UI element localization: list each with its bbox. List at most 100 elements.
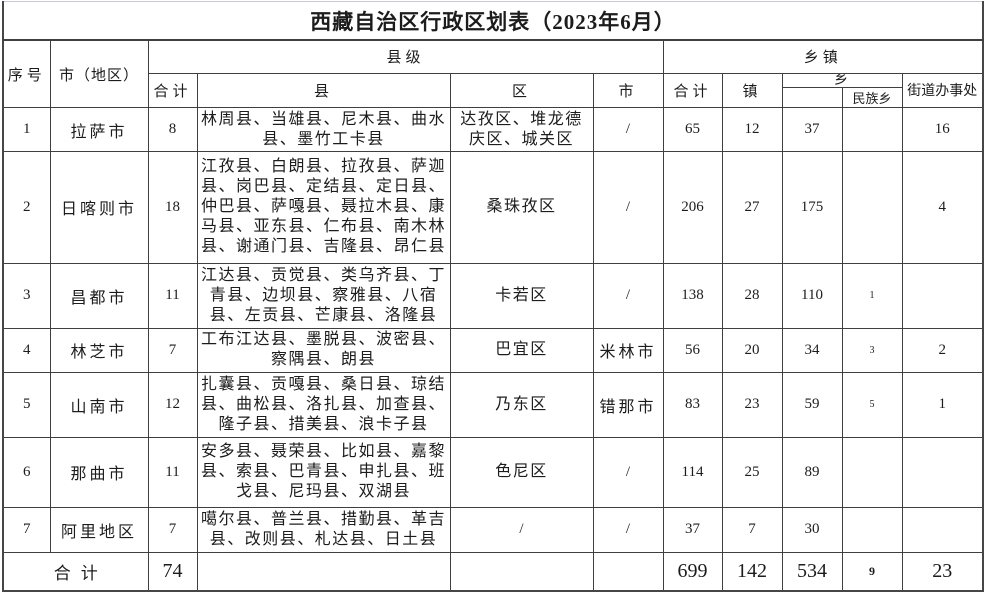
row5-towns: 23 xyxy=(721,371,783,439)
row3-city: 昌都市 xyxy=(49,262,149,329)
row7-counties: 噶尔县、普兰县、措勤县、革吉县、改则县、札达县、日土县 xyxy=(196,506,451,553)
row6-towns: 25 xyxy=(721,437,783,508)
row3-townships: 110 xyxy=(781,262,843,329)
row4-county-total: 7 xyxy=(147,327,198,373)
row7-towns: 7 xyxy=(721,506,783,553)
row6-cities: / xyxy=(592,437,664,508)
row3-serial: 3 xyxy=(2,262,51,329)
row1-towns: 12 xyxy=(721,107,783,153)
row7-districts: / xyxy=(449,506,594,553)
row5-county-total: 12 xyxy=(147,371,198,439)
row2-townships: 175 xyxy=(781,151,843,264)
row4-townships: 34 xyxy=(781,327,843,373)
table-row: 5 山南市 12 扎囊县、贡嘎县、桑日县、琼结县、曲松县、洛扎县、加查县、隆子县… xyxy=(2,371,984,439)
row6-township-total: 114 xyxy=(662,437,723,508)
row5-ethnic-townships: 5 xyxy=(841,371,903,439)
row5-subdistricts: 1 xyxy=(901,371,984,439)
row3-counties: 江达县、贡觉县、类乌齐县、丁青县、边坝县、察雅县、八宿县、左贡县、芒康县、洛隆县 xyxy=(196,262,451,329)
row7-subdistricts xyxy=(901,506,984,553)
row4-towns: 20 xyxy=(721,327,783,373)
row2-township-total: 206 xyxy=(662,151,723,264)
row4-counties: 工布江达县、墨脱县、波密县、察隅县、朗县 xyxy=(196,327,451,373)
row3-ethnic-townships: 1 xyxy=(841,262,903,329)
row6-subdistricts xyxy=(901,437,984,508)
row7-townships: 30 xyxy=(781,506,843,553)
total-township-total: 699 xyxy=(662,551,723,592)
row4-ethnic-townships: 3 xyxy=(841,327,903,373)
row5-counties: 扎囊县、贡嘎县、桑日县、琼结县、曲松县、洛扎县、加查县、隆子县、措美县、浪卡子县 xyxy=(196,371,451,439)
row2-towns: 27 xyxy=(721,151,783,264)
total-towns: 142 xyxy=(721,551,783,592)
header-district: 区 xyxy=(449,72,594,109)
row6-districts: 色尼区 xyxy=(449,437,594,508)
row4-township-total: 56 xyxy=(662,327,723,373)
row2-county-total: 18 xyxy=(147,151,198,264)
row5-township-total: 83 xyxy=(662,371,723,439)
row1-serial: 1 xyxy=(2,107,51,153)
row7-ethnic-townships xyxy=(841,506,903,553)
row3-township-total: 138 xyxy=(662,262,723,329)
total-label: 合计 xyxy=(2,551,149,592)
row2-city: 日喀则市 xyxy=(49,151,149,264)
row6-serial: 6 xyxy=(2,437,51,508)
total-counties xyxy=(196,551,451,592)
table-row: 2 日喀则市 18 江孜县、白朗县、拉孜县、萨迦县、岗巴县、定结县、定日县、仲巴… xyxy=(2,151,984,264)
row7-county-total: 7 xyxy=(147,506,198,553)
header-county-total: 合计 xyxy=(147,72,198,109)
total-ethnic-townships: 9 xyxy=(841,551,903,592)
row5-serial: 5 xyxy=(2,371,51,439)
row6-counties: 安多县、聂荣县、比如县、嘉黎县、索县、巴青县、申扎县、班戈县、尼玛县、双湖县 xyxy=(196,437,451,508)
row6-townships: 89 xyxy=(781,437,843,508)
row2-districts: 桑珠孜区 xyxy=(449,151,594,264)
row2-subdistricts: 4 xyxy=(901,151,984,264)
row1-township-total: 65 xyxy=(662,107,723,153)
row1-districts: 达孜区、堆龙德庆区、城关区 xyxy=(449,107,594,153)
row4-serial: 4 xyxy=(2,327,51,373)
row5-districts: 乃东区 xyxy=(449,371,594,439)
row3-subdistricts xyxy=(901,262,984,329)
header-county-level-group: 县级 xyxy=(147,39,664,74)
table-row: 3 昌都市 11 江达县、贡觉县、类乌齐县、丁青县、边坝县、察雅县、八宿县、左贡… xyxy=(2,262,984,329)
row7-cities: / xyxy=(592,506,664,553)
row4-city: 林芝市 xyxy=(49,327,149,373)
header-subdistrict-office: 街道办事处 xyxy=(901,72,984,109)
row4-cities: 米林市 xyxy=(592,327,664,373)
header-town: 镇 xyxy=(721,72,783,109)
row1-ethnic-townships xyxy=(841,107,903,153)
total-townships: 534 xyxy=(781,551,843,592)
row5-townships: 59 xyxy=(781,371,843,439)
row6-city: 那曲市 xyxy=(49,437,149,508)
row1-county-total: 8 xyxy=(147,107,198,153)
row2-serial: 2 xyxy=(2,151,51,264)
total-county-total: 74 xyxy=(147,551,198,592)
row3-districts: 卡若区 xyxy=(449,262,594,329)
row2-counties: 江孜县、白朗县、拉孜县、萨迦县、岗巴县、定结县、定日县、仲巴县、萨嘎县、聂拉木县… xyxy=(196,151,451,264)
row1-subdistricts: 16 xyxy=(901,107,984,153)
row3-cities: / xyxy=(592,262,664,329)
header-county: 县 xyxy=(196,72,451,109)
row4-subdistricts: 2 xyxy=(901,327,984,373)
total-row: 合计 74 699 142 534 9 23 xyxy=(2,551,984,592)
row6-county-total: 11 xyxy=(147,437,198,508)
row3-towns: 28 xyxy=(721,262,783,329)
row2-ethnic-townships xyxy=(841,151,903,264)
total-districts xyxy=(449,551,594,592)
header-ethnic-township: 民族乡 xyxy=(841,86,903,109)
header-city-region: 市（地区） xyxy=(49,39,149,109)
table-row: 7 阿里地区 7 噶尔县、普兰县、措勤县、革吉县、改则县、札达县、日土县 / /… xyxy=(2,506,984,553)
row7-city: 阿里地区 xyxy=(49,506,149,553)
row1-townships: 37 xyxy=(781,107,843,153)
total-cities xyxy=(592,551,664,592)
row4-districts: 巴宜区 xyxy=(449,327,594,373)
table-title: 西藏自治区行政区划表（2023年6月） xyxy=(2,1,984,42)
table-row: 6 那曲市 11 安多县、聂荣县、比如县、嘉黎县、索县、巴青县、申扎县、班戈县、… xyxy=(2,437,984,508)
header-city: 市 xyxy=(592,72,664,109)
row2-cities: / xyxy=(592,151,664,264)
row3-county-total: 11 xyxy=(147,262,198,329)
row5-city: 山南市 xyxy=(49,371,149,439)
header-township-total: 合计 xyxy=(662,72,723,109)
total-subdistricts: 23 xyxy=(901,551,984,592)
header-township-level-group: 乡镇 xyxy=(662,39,984,74)
